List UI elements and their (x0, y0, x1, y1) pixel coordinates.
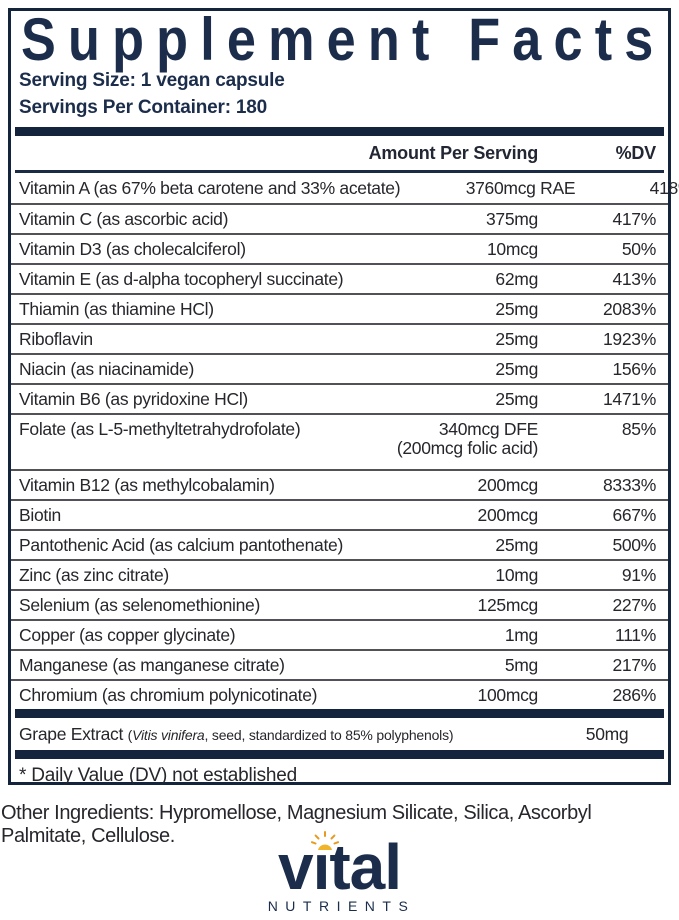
nutrient-amount: 100mcg (477, 684, 539, 705)
nutrient-amount: 25mg (495, 328, 538, 349)
nutrient-row: Vitamin A (as 67% beta carotene and 33% … (11, 173, 679, 203)
nutrient-name: Vitamin D3 (as cholecalciferol) (19, 238, 246, 259)
nutrient-row: Riboflavin 25mg 1923% (11, 323, 668, 353)
nutrient-amount: 10mg (495, 564, 538, 585)
nutrient-dv: 1471% (603, 388, 656, 409)
other-ingredients: Other Ingredients: Hypromellose, Magnesi… (1, 802, 592, 847)
logo-wordmark: vıtal (278, 831, 402, 899)
nutrient-amount: 200mcg (477, 474, 539, 495)
nutrient-name: Thiamin (as thiamine HCl) (19, 298, 214, 319)
thick-divider-bottom (15, 750, 664, 759)
latin-species-name: Vitis vinifera (132, 726, 205, 743)
nutrient-dv: 85% (621, 419, 656, 439)
nutrient-row: Manganese (as manganese citrate) 5mg 217… (11, 649, 668, 679)
nutrient-row: Pantothenic Acid (as calcium pantothenat… (11, 529, 668, 559)
nutrient-amount: 10mcg (486, 238, 538, 259)
dv-footnote: * Daily Value (DV) not established (19, 765, 297, 786)
thick-divider-middle (15, 709, 664, 718)
facts-panel: Supplement Facts Serving Size: 1 vegan c… (8, 6, 679, 786)
nutrient-amount: 62mg (495, 268, 538, 289)
nutrient-amount: 25mg (495, 388, 538, 409)
servings-per-container: Servings Per Container: 180 (19, 97, 268, 118)
nutrient-row: Vitamin D3 (as cholecalciferol) 10mcg 50… (11, 233, 668, 263)
nutrient-dv: * (628, 724, 679, 745)
nutrient-dv: 50% (621, 238, 656, 259)
logo-subtext: NUTRIENTS (267, 898, 416, 914)
grape-name: Grape Extract (19, 723, 128, 744)
nutrient-row: Copper (as copper glycinate) 1mg 111% (11, 619, 668, 649)
nutrient-amount: 200mcg (477, 504, 539, 525)
nutrient-name: Biotin (19, 504, 61, 525)
nutrient-row: Biotin 200mcg 667% (11, 499, 668, 529)
nutrient-amount: 1mg (504, 624, 538, 645)
nutrient-name: Chromium (as chromium polynicotinate) (19, 684, 318, 705)
nutrient-name: Folate (as L-5-methyltetrahydrofolate) (19, 419, 301, 439)
nutrient-amount: 50mg (585, 723, 629, 744)
nutrient-name: Vitamin C (as ascorbic acid) (19, 208, 229, 229)
nutrient-dv: 413% (612, 268, 656, 289)
nutrient-dv: 217% (612, 654, 656, 675)
nutrient-amount: 5mg (504, 654, 538, 675)
nutrient-row: Vitamin B12 (as methylcobalamin) 200mcg … (11, 469, 668, 499)
nutrient-name: Vitamin B12 (as methylcobalamin) (19, 474, 275, 495)
panel-title: Supplement Facts (21, 6, 666, 73)
header-underline (15, 170, 664, 173)
nutrient-amount: 340mcg DFE (200mcg folic acid) (363, 420, 538, 458)
nutrient-name: Pantothenic Acid (as calcium pantothenat… (19, 534, 343, 555)
nutrient-dv: 111% (615, 624, 656, 645)
nutrient-amount: 375mg (485, 208, 538, 229)
nutrient-dv: 1923% (603, 328, 656, 349)
nutrient-dv: 227% (612, 594, 656, 615)
dv-column-header: %DV (615, 142, 657, 163)
nutrient-amount: 125mcg (477, 594, 539, 615)
column-header-row: Amount Per Serving %DV (11, 136, 668, 170)
nutrient-row: Selenium (as selenomethionine) 125mcg 22… (11, 589, 668, 619)
nutrient-row: Vitamin B6 (as pyridoxine HCl) 25mg 1471… (11, 383, 668, 413)
nutrient-dv: 156% (612, 358, 656, 379)
brand-logo: vıtal NUTRIENTS (0, 831, 679, 914)
nutrient-amount: 3760mcg RAE (465, 177, 576, 198)
nutrient-row: Vitamin C (as ascorbic acid) 375mg 417% (11, 203, 668, 233)
serving-size: Serving Size: 1 vegan capsule (19, 70, 285, 91)
logo-wordmark-text: vıtal (277, 831, 402, 903)
nutrient-name: Riboflavin (19, 328, 93, 349)
nutrient-row: Niacin (as niacinamide) 25mg 156% (11, 353, 668, 383)
nutrient-dv: 500% (612, 534, 656, 555)
nutrient-name: Manganese (as manganese citrate) (19, 654, 285, 675)
nutrient-amount: 25mg (495, 534, 538, 555)
nutrient-row: Folate (as L-5-methyltetrahydrofolate) 3… (11, 413, 668, 469)
nutrient-row: Vitamin E (as d-alpha tocopheryl succina… (11, 263, 668, 293)
grape-note: (Vitis vinifera, seed, standardized to 8… (127, 726, 454, 743)
nutrient-rows: Vitamin A (as 67% beta carotene and 33% … (11, 173, 679, 709)
nutrient-amount: 25mg (495, 298, 538, 319)
nutrient-amount-line2: (200mcg folic acid) (396, 438, 538, 458)
amount-column-header: Amount Per Serving (368, 142, 539, 163)
nutrient-name: Vitamin A (as 67% beta carotene and 33% … (19, 177, 401, 198)
grape-extract-row: Grape Extract (Vitis vinifera, seed, sta… (11, 718, 668, 750)
nutrient-dv: 91% (621, 564, 656, 585)
nutrient-name: Niacin (as niacinamide) (19, 358, 194, 379)
nutrient-dv: 667% (612, 504, 656, 525)
sun-icon (310, 831, 339, 850)
nutrient-dv: 286% (612, 684, 656, 705)
nutrient-row: Zinc (as zinc citrate) 10mg 91% (11, 559, 668, 589)
nutrient-dv: 417% (612, 208, 656, 229)
nutrient-name: Vitamin E (as d-alpha tocopheryl succina… (19, 268, 344, 289)
nutrient-dv: 8333% (603, 474, 656, 495)
nutrient-name: Zinc (as zinc citrate) (19, 564, 169, 585)
nutrient-name: Vitamin B6 (as pyridoxine HCl) (19, 388, 248, 409)
nutrient-name: Copper (as copper glycinate) (19, 624, 236, 645)
nutrient-name: Grape Extract (Vitis vinifera, seed, sta… (19, 723, 454, 745)
nutrient-name: Selenium (as selenomethionine) (19, 594, 260, 615)
nutrient-row: Thiamin (as thiamine HCl) 25mg 2083% (11, 293, 668, 323)
nutrient-row: Chromium (as chromium polynicotinate) 10… (11, 679, 668, 709)
nutrient-dv: 2083% (603, 298, 656, 319)
nutrient-dv: 418% (649, 177, 679, 198)
nutrient-amount: 25mg (495, 358, 538, 379)
thick-divider-top (15, 127, 664, 136)
